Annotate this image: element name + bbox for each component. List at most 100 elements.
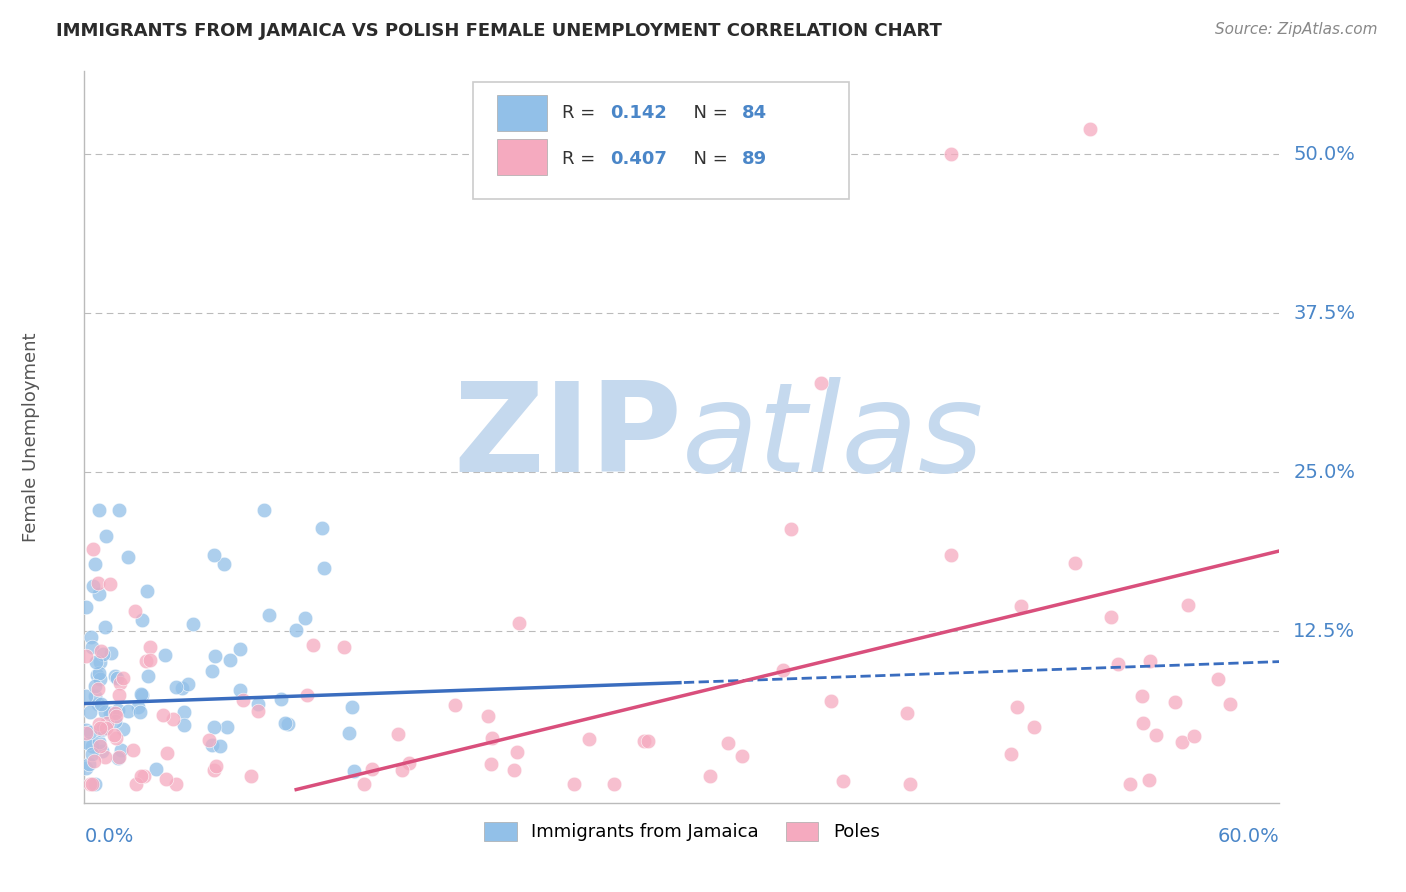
Point: [155, 746, 177, 760]
Point: [332, 640, 354, 654]
Point: [391, 763, 413, 777]
Point: [79, 705, 101, 719]
Point: [145, 763, 167, 777]
Point: [240, 769, 263, 783]
Point: [173, 705, 195, 719]
Point: [131, 688, 153, 702]
Point: [108, 750, 131, 764]
Point: [79, 777, 101, 791]
Point: [152, 708, 174, 723]
Point: [84, 655, 107, 669]
Point: [89, 735, 111, 749]
Point: [87, 587, 110, 601]
Point: [277, 717, 299, 731]
Point: [505, 745, 527, 759]
Point: [1024, 720, 1046, 734]
Point: [204, 649, 226, 664]
Point: [90, 698, 112, 712]
Point: [939, 147, 962, 161]
Point: [75, 723, 97, 738]
Text: 37.5%: 37.5%: [1294, 303, 1355, 323]
Point: [340, 699, 363, 714]
Point: [105, 731, 128, 746]
Point: [103, 728, 125, 742]
Point: [1010, 599, 1032, 613]
Point: [100, 706, 122, 721]
Point: [398, 756, 420, 770]
Point: [1137, 773, 1160, 788]
Point: [637, 734, 659, 748]
Point: [312, 561, 335, 575]
Text: R =: R =: [562, 104, 602, 122]
Point: [108, 676, 131, 690]
Point: [197, 733, 219, 747]
Point: [111, 671, 134, 685]
Point: [155, 772, 177, 787]
Point: [1177, 599, 1199, 613]
Text: 84: 84: [742, 104, 766, 122]
Point: [202, 764, 225, 778]
Point: [90, 723, 112, 737]
Point: [1005, 699, 1028, 714]
Point: [1078, 121, 1101, 136]
Point: [82, 541, 104, 556]
Point: [481, 731, 503, 746]
Point: [387, 727, 409, 741]
Point: [96, 716, 118, 731]
Point: [302, 638, 325, 652]
Point: [717, 735, 740, 749]
Point: [93, 705, 115, 719]
Point: [104, 669, 127, 683]
Point: [105, 671, 128, 685]
Text: Female Unemployment: Female Unemployment: [21, 333, 39, 541]
Point: [117, 549, 139, 564]
Text: atlas: atlas: [682, 376, 984, 498]
Point: [578, 732, 600, 747]
Point: [201, 738, 224, 752]
Point: [87, 697, 110, 711]
Point: [202, 720, 225, 734]
Point: [1107, 657, 1129, 671]
Point: [110, 743, 132, 757]
Point: [603, 777, 626, 791]
Point: [87, 665, 110, 680]
Point: [181, 617, 204, 632]
Point: [294, 611, 316, 625]
Point: [131, 613, 153, 627]
Point: [1163, 696, 1185, 710]
Point: [82, 579, 104, 593]
Point: [228, 642, 250, 657]
Point: [1144, 728, 1167, 742]
Point: [731, 748, 754, 763]
Point: [77, 757, 100, 772]
Point: [86, 668, 108, 682]
Text: 89: 89: [742, 150, 766, 168]
Point: [89, 739, 111, 753]
Point: [1139, 654, 1161, 668]
Point: [90, 644, 112, 658]
Point: [87, 716, 110, 731]
Point: [84, 679, 107, 693]
Point: [219, 653, 242, 667]
Point: [96, 722, 118, 736]
Point: [83, 557, 105, 571]
Point: [128, 706, 150, 720]
Point: [107, 751, 129, 765]
Point: [76, 736, 98, 750]
Point: [257, 607, 280, 622]
Point: [125, 777, 148, 791]
Point: [479, 757, 502, 772]
Point: [820, 694, 842, 708]
Point: [127, 700, 149, 714]
Point: [1132, 716, 1154, 731]
Text: N =: N =: [682, 104, 734, 122]
Point: [96, 529, 118, 543]
Point: [898, 777, 921, 791]
Point: [139, 640, 162, 655]
Text: 12.5%: 12.5%: [1294, 622, 1355, 640]
Point: [108, 503, 131, 517]
Point: [772, 664, 794, 678]
Point: [107, 703, 129, 717]
Point: [1000, 747, 1022, 762]
Text: 0.0%: 0.0%: [84, 827, 134, 846]
